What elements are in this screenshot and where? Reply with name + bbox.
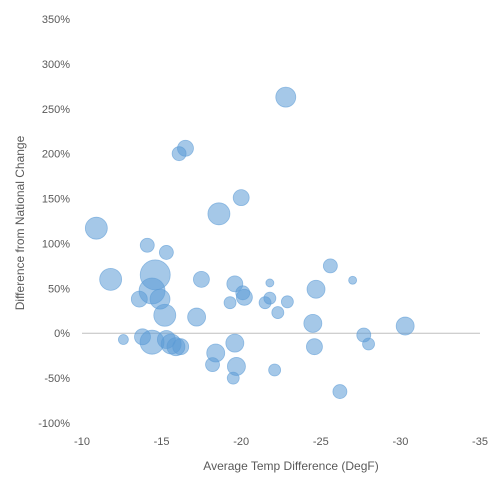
x-axis-tick-labels: -10 -15 -20 -25 -30 -35 <box>74 436 488 448</box>
x-tick-label: -10 <box>74 436 90 448</box>
data-bubble <box>117 334 129 345</box>
data-bubble <box>303 313 323 333</box>
data-bubble <box>84 216 108 240</box>
data-bubble <box>153 303 177 327</box>
data-bubble <box>139 237 155 253</box>
data-bubble <box>232 189 250 207</box>
data-bubble <box>271 306 285 319</box>
x-tick-label: -15 <box>154 436 170 448</box>
data-bubble <box>322 258 338 274</box>
x-tick-label: -25 <box>313 436 329 448</box>
data-bubble <box>223 296 237 310</box>
y-tick-label: -50% <box>44 373 70 385</box>
data-bubble <box>332 384 348 399</box>
bubbles-layer <box>84 86 415 399</box>
y-axis-tick-labels: -100% -50% 0% 50% 100% 150% 200% 250% 300% 350% <box>38 14 70 430</box>
data-bubble <box>306 338 323 356</box>
y-tick-label: 0% <box>54 328 70 340</box>
data-bubble <box>306 279 326 299</box>
x-tick-label: -30 <box>392 436 408 448</box>
data-bubble <box>268 363 282 377</box>
y-tick-label: 200% <box>42 149 70 161</box>
data-bubble <box>206 343 226 363</box>
data-bubble <box>207 202 231 226</box>
data-bubble <box>227 357 246 376</box>
data-bubble <box>158 245 174 260</box>
data-bubble <box>362 337 375 351</box>
x-tick-label: -20 <box>233 436 249 448</box>
y-tick-label: -100% <box>38 418 70 430</box>
y-tick-label: 100% <box>42 238 70 250</box>
data-bubble <box>187 307 207 327</box>
data-bubble <box>275 86 297 108</box>
data-bubble <box>235 288 253 306</box>
data-bubble <box>395 316 415 336</box>
data-bubble <box>225 333 245 353</box>
data-bubble <box>172 338 190 356</box>
data-bubble <box>348 275 358 285</box>
y-axis-title: Difference from National Change <box>13 135 27 310</box>
data-bubble <box>99 267 123 291</box>
data-bubble <box>280 295 294 309</box>
data-bubble <box>265 278 275 288</box>
data-bubble <box>192 270 210 288</box>
data-bubble <box>177 139 194 157</box>
data-bubble <box>139 259 171 291</box>
data-bubble <box>263 291 277 305</box>
y-tick-label: 350% <box>42 14 70 26</box>
y-tick-label: 250% <box>42 104 70 116</box>
y-tick-label: 50% <box>48 283 70 295</box>
x-axis-title: Average Temp Difference (DegF) <box>203 459 378 473</box>
y-tick-label: 300% <box>42 59 70 71</box>
x-tick-label: -35 <box>472 436 488 448</box>
y-tick-label: 150% <box>42 194 70 206</box>
